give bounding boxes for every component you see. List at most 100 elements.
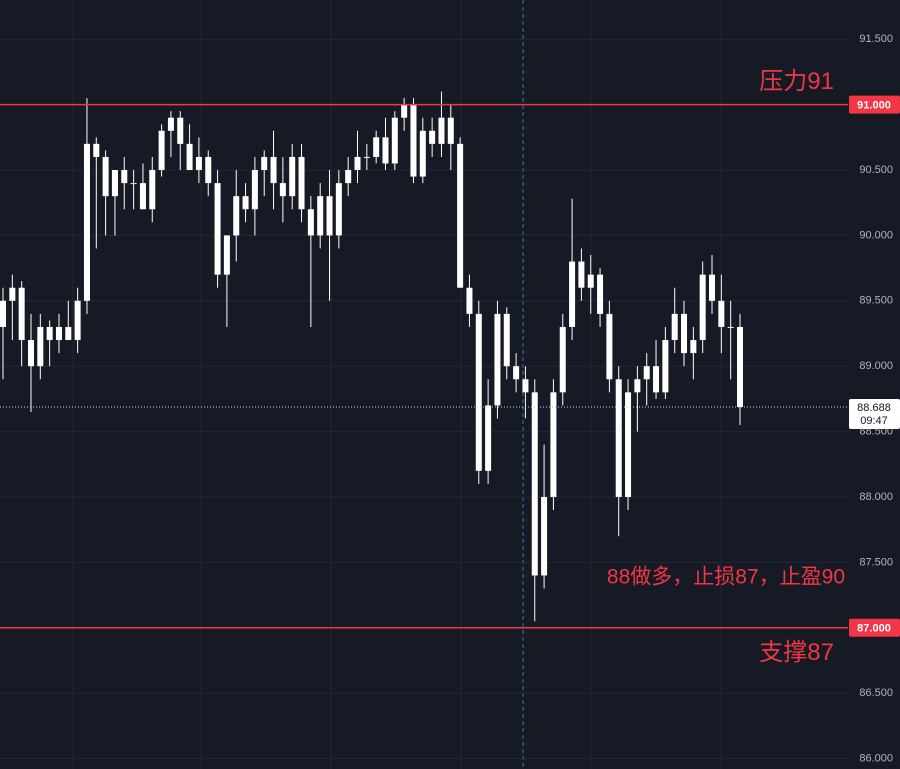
y-tick-label: 90.500 [859, 164, 893, 176]
candle-body [569, 261, 576, 327]
candle-body [419, 130, 426, 177]
candle-body [65, 326, 72, 341]
candle-body [307, 209, 314, 236]
candle-body [718, 300, 725, 327]
candle-body [615, 379, 622, 497]
candle-body [466, 287, 473, 314]
vertical-grid [72, 0, 722, 769]
y-tick-label: 86.000 [859, 752, 893, 764]
candle-body [429, 130, 436, 144]
level-label: 91.000 [857, 100, 891, 112]
y-tick-label: 89.500 [859, 295, 893, 307]
candle-body [494, 313, 501, 406]
candle-body [93, 143, 100, 157]
annotation: 88做多，止损87，止盈90 [607, 566, 845, 589]
candle-body [373, 137, 380, 157]
candle-body [737, 326, 743, 407]
candle-body [74, 300, 81, 341]
candle-body [139, 183, 146, 210]
candle-body [261, 156, 268, 171]
y-tick-label: 91.500 [859, 33, 893, 45]
candle-body [242, 196, 249, 210]
candle-body [410, 104, 417, 177]
candle-body [298, 156, 305, 210]
candle-body [83, 143, 90, 301]
candle-body [457, 143, 464, 288]
candle-body [55, 326, 62, 341]
candle-body [690, 340, 697, 354]
candle-body [149, 170, 156, 210]
candle-body [326, 196, 333, 236]
y-tick-label: 89.000 [859, 360, 893, 372]
candle-body [130, 183, 137, 185]
candle-body [27, 340, 34, 367]
candle-body [270, 156, 277, 184]
candle-body [727, 326, 734, 328]
candle-body [391, 117, 398, 164]
candle-body [662, 340, 669, 393]
candle-body [363, 156, 370, 158]
candle-body [401, 104, 408, 118]
candle-body [37, 326, 44, 367]
candle-body [475, 313, 482, 471]
candle-body [653, 366, 660, 393]
candle-body [438, 117, 445, 144]
candle-body [223, 235, 230, 275]
candle-body [317, 196, 324, 236]
candle-body [18, 287, 25, 341]
level-label: 87.000 [857, 623, 891, 635]
level-label-box [849, 95, 900, 114]
y-tick-label: 87.500 [859, 556, 893, 568]
candle-body [643, 366, 650, 380]
candle-body [195, 156, 202, 171]
y-tick-label: 88.000 [859, 491, 893, 503]
candle-body [186, 143, 193, 171]
candle-body [46, 326, 53, 341]
candle-body [214, 183, 221, 275]
candle-body [447, 117, 454, 144]
candle-body [279, 183, 286, 197]
candle-body [111, 170, 118, 197]
candle-body [587, 274, 594, 288]
y-tick-label: 90.000 [859, 229, 893, 241]
candle-body [625, 392, 632, 497]
candle-body [522, 379, 529, 393]
candle-body [606, 313, 613, 380]
candle-body [167, 117, 174, 131]
candle-body [158, 130, 165, 171]
candle-body [699, 274, 706, 341]
candle-body [597, 274, 604, 314]
candle-body [0, 300, 6, 327]
candle-body [578, 261, 585, 288]
candle-body [354, 156, 361, 171]
candle-body [513, 366, 520, 380]
y-tick-label: 86.500 [859, 687, 893, 699]
candle-body [9, 287, 16, 301]
candle-body [485, 405, 492, 471]
candle-body [559, 326, 566, 393]
candle-body [671, 313, 678, 341]
candle-body [289, 156, 296, 197]
candle-body [205, 156, 212, 184]
candle-body [345, 170, 352, 184]
candle-body [177, 117, 184, 144]
candle-body [709, 274, 716, 301]
candle-body [541, 496, 548, 576]
last-price-box [849, 398, 900, 429]
candle-body [681, 313, 688, 354]
candle-body [550, 392, 557, 497]
level-note: 支撑87 [759, 639, 834, 666]
candle-body [251, 170, 258, 210]
candle-body [634, 379, 641, 393]
level-note: 压力91 [759, 68, 834, 95]
candle-body [121, 170, 128, 184]
countdown: 09:47 [860, 415, 888, 427]
candle-body [382, 137, 389, 164]
level-label-box [849, 618, 900, 637]
candle-body [503, 313, 510, 367]
last-price-label: 88.688 [857, 402, 891, 414]
candle-body [233, 196, 240, 236]
candle-body [531, 392, 538, 576]
candle-body [102, 156, 109, 197]
